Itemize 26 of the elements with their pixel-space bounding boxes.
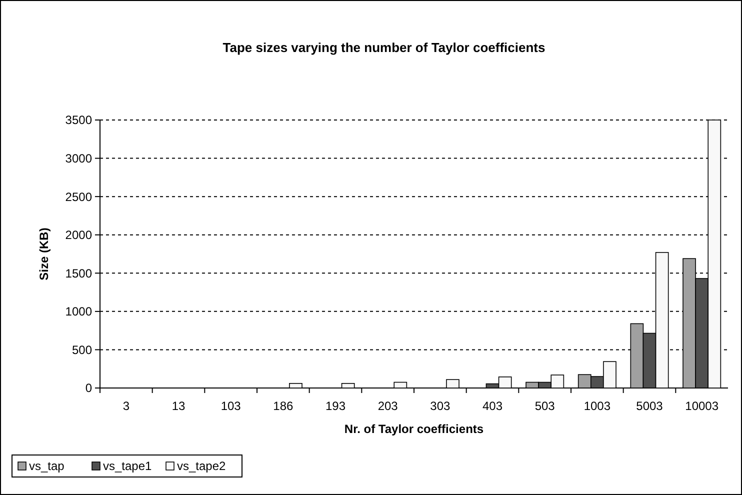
x-tick-label: 103 [220, 399, 242, 413]
x-tick-label: 403 [482, 399, 503, 413]
x-axis-title: Nr. of Taylor coefficients [344, 422, 484, 436]
y-tick-label: 1000 [65, 304, 92, 319]
y-tick-label: 500 [72, 342, 92, 357]
x-tick-label: 203 [378, 399, 398, 413]
y-tick-label: 3000 [65, 151, 92, 166]
x-tick-label: 3 [122, 399, 130, 413]
legend-label: vs_tape2 [177, 459, 226, 473]
y-tick-label: 2500 [65, 190, 92, 204]
y-tick-label: 2000 [65, 228, 92, 242]
x-tick-label: 5003 [636, 399, 664, 413]
x-tick-label: 193 [325, 399, 346, 413]
x-tick-label: 303 [430, 399, 450, 413]
legend-label: vs_tape1 [103, 459, 152, 473]
legend-label: vs_tap [29, 459, 65, 473]
chart-title: Tape sizes varying the number of Taylor coefficients [222, 40, 546, 55]
x-tick-label: 1003 [584, 399, 611, 413]
y-tick-label: 3500 [65, 113, 92, 128]
x-tick-label: 186 [273, 399, 294, 413]
y-tick-label: 1500 [65, 266, 92, 280]
x-tick-label: 13 [172, 399, 186, 413]
x-tick-label: 503 [534, 399, 556, 413]
y-tick-label: 0 [85, 381, 92, 396]
y-axis-title: Size (KB) [37, 228, 51, 280]
x-tick-label: 10003 [685, 399, 719, 413]
